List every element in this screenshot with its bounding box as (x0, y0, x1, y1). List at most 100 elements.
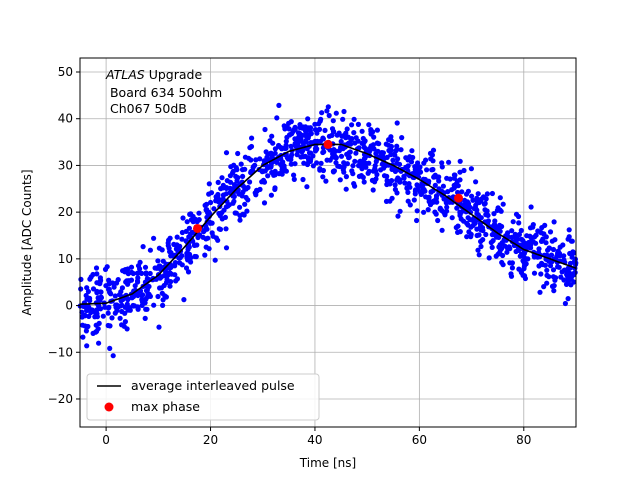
sample-point (457, 169, 463, 175)
sample-point (219, 197, 225, 203)
sample-point (202, 252, 208, 258)
sample-point (359, 140, 365, 146)
sample-point (329, 132, 335, 138)
sample-point (110, 353, 116, 359)
sample-point (224, 178, 230, 184)
sample-point (368, 143, 374, 149)
sample-point (271, 172, 277, 178)
sample-point (563, 267, 569, 273)
sample-point (466, 206, 472, 212)
sample-point (338, 153, 345, 159)
sample-point (304, 184, 310, 190)
sample-point (83, 304, 89, 311)
y-tick-label: −20 (48, 392, 73, 406)
sample-point (253, 157, 259, 163)
sample-point (217, 226, 224, 232)
sample-point (449, 187, 455, 193)
sample-point (421, 186, 427, 193)
sample-point (352, 158, 358, 164)
sample-point (490, 238, 496, 244)
sample-point (193, 254, 199, 260)
sample-point (353, 150, 359, 156)
sample-point (571, 279, 577, 285)
sample-point (374, 140, 380, 146)
sample-point (195, 234, 201, 241)
sample-point (245, 184, 251, 191)
x-tick-label: 20 (203, 433, 218, 447)
sample-point (528, 204, 534, 210)
sample-point (305, 116, 311, 122)
sample-point (565, 277, 571, 283)
sample-point (320, 174, 326, 180)
sample-point (425, 195, 432, 201)
sample-point (310, 163, 316, 169)
sample-point (144, 287, 150, 293)
annotation-atlas: ATLAS (105, 67, 145, 82)
sample-point (230, 186, 236, 192)
sample-point (167, 283, 173, 289)
sample-point (235, 175, 241, 181)
sample-point (85, 288, 91, 295)
sample-point (215, 191, 221, 198)
annotation: ATLAS Upgrade Board 634 50ohm Ch067 50dB (105, 67, 222, 116)
sample-point (361, 144, 367, 150)
sample-point (493, 253, 499, 259)
sample-point (399, 135, 405, 141)
sample-point (426, 178, 432, 184)
sample-point (374, 127, 380, 133)
sample-point (249, 135, 255, 141)
sample-point (476, 232, 482, 238)
sample-point (509, 228, 515, 234)
sample-point (184, 250, 190, 257)
sample-point (326, 112, 332, 119)
sample-point (336, 148, 342, 154)
sample-point (280, 145, 286, 151)
sample-point (476, 252, 482, 258)
sample-point (288, 154, 294, 160)
legend-label-max-phase: max phase (131, 399, 200, 414)
sample-point (415, 186, 421, 192)
sample-point (259, 179, 265, 185)
sample-point (343, 174, 349, 180)
sample-point (333, 110, 339, 116)
sample-point (288, 143, 294, 149)
sample-point (510, 219, 516, 225)
annotation-upgrade: Upgrade (145, 67, 203, 82)
sample-point (80, 334, 86, 340)
sample-point (430, 199, 436, 205)
sample-point (435, 217, 441, 224)
sample-point (472, 220, 478, 226)
sample-point (392, 166, 398, 172)
sample-point (562, 300, 569, 307)
sample-point (429, 152, 435, 158)
sample-point (439, 160, 445, 166)
sample-point (568, 238, 575, 244)
sample-point (351, 181, 357, 187)
sample-point (480, 227, 486, 234)
sample-point (98, 289, 104, 295)
sample-point (92, 314, 98, 320)
sample-point (464, 234, 470, 240)
sample-point (356, 163, 362, 169)
sample-point (320, 149, 326, 156)
sample-point (331, 147, 337, 153)
sample-point (423, 157, 429, 163)
sample-point (111, 284, 117, 290)
sample-point (473, 179, 479, 185)
sample-point (139, 302, 145, 308)
sample-point (388, 143, 394, 150)
sample-point (288, 161, 294, 167)
sample-point (521, 266, 527, 272)
sample-point (107, 323, 113, 329)
sample-point (465, 222, 471, 228)
sample-point (475, 212, 481, 218)
sample-point (513, 235, 519, 241)
sample-point (206, 246, 212, 252)
sample-point (330, 118, 336, 124)
sample-point (194, 242, 200, 248)
sample-point (112, 293, 118, 299)
sample-point (306, 150, 313, 156)
x-tick-label: 60 (412, 433, 427, 447)
sample-point (429, 167, 435, 173)
sample-point (497, 195, 503, 201)
